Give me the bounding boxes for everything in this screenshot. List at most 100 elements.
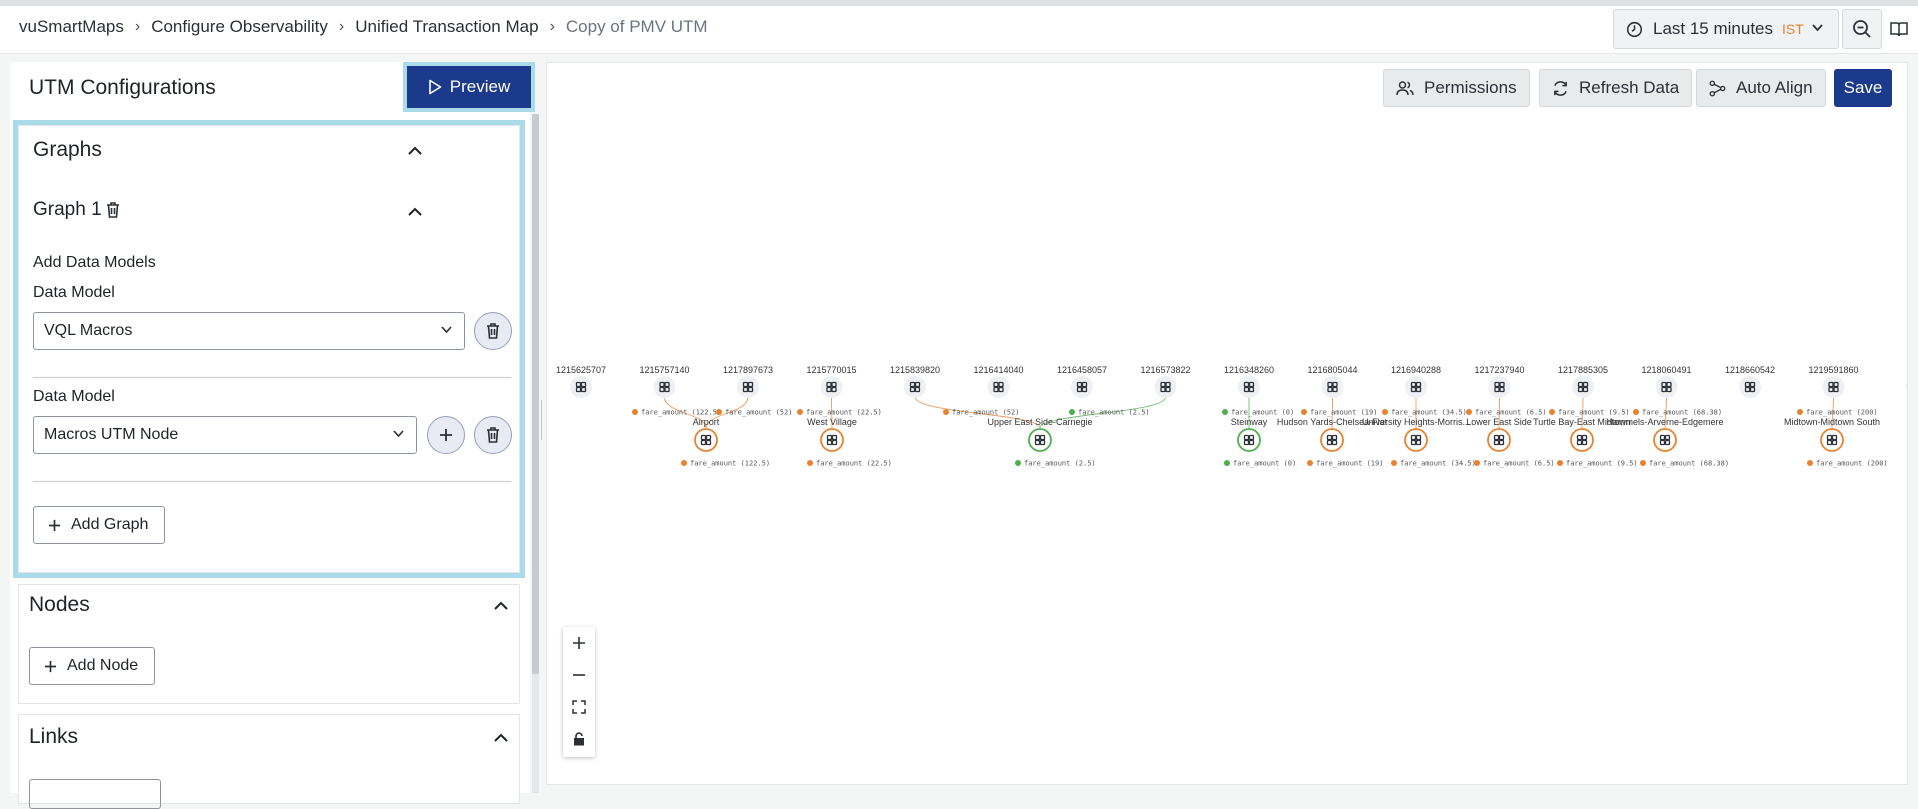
add-graph-label: Add Graph [71, 516, 149, 533]
grid-icon [1659, 434, 1671, 446]
trash-icon[interactable] [105, 201, 121, 219]
grid-icon [659, 381, 670, 393]
chevron-up-icon[interactable] [406, 142, 424, 160]
graph-edge [1581, 396, 1584, 429]
transaction-map-graph[interactable]: 1215625707 1215757140 1217897673 1215770015… [547, 63, 1908, 785]
fare-dot [1466, 409, 1472, 415]
fare-dot [1069, 409, 1075, 415]
book-icon[interactable] [1888, 18, 1910, 40]
refresh-data-button[interactable]: Refresh Data [1539, 69, 1693, 107]
minus-icon [573, 674, 585, 676]
node-id-label: 1216573822 [1140, 365, 1190, 375]
graph-node [1154, 376, 1177, 398]
grid-icon [1493, 434, 1505, 446]
node-name-label: Upper East Side-Carnegie [987, 417, 1092, 427]
node-name-label: Hudson Yards-Chelsea-Flat [1277, 417, 1388, 427]
node-id-label: 1218660542 [1725, 365, 1775, 375]
breadcrumb-current: Copy of PMV UTM [565, 17, 708, 36]
add-node-label: Add Node [67, 657, 139, 674]
breadcrumb-item-vusmartmaps[interactable]: vuSmartMaps [19, 17, 124, 36]
grid-icon [700, 434, 712, 446]
trash-icon [487, 427, 499, 443]
lock-button[interactable] [563, 723, 595, 755]
chevron-right-icon: › [134, 18, 141, 35]
fare-label: fare_amount (122.5) [690, 460, 770, 468]
graph-node [1739, 376, 1761, 398]
grid-icon [1076, 381, 1088, 393]
auto-align-label: Auto Align [1736, 78, 1813, 97]
graph-node [570, 376, 592, 398]
node-id-label: 1215625707 [556, 365, 606, 375]
fullscreen-icon [572, 700, 586, 714]
zoom-in-button[interactable] [563, 627, 595, 659]
fare-label: fare_amount (68.38) [1649, 460, 1729, 468]
graph-node [1572, 376, 1594, 398]
data-model-select-2[interactable]: Macros UTM Node [33, 416, 417, 454]
data-model-select-1[interactable]: VQL Macros [33, 312, 465, 350]
fare-dot [807, 460, 813, 466]
node-id-label: 1215839820 [890, 365, 940, 375]
play-icon [428, 79, 442, 95]
graph-node [653, 376, 676, 398]
chevron-up-icon[interactable] [492, 729, 510, 747]
grid-icon [1327, 381, 1338, 393]
top-bar: vuSmartMaps › Configure Observability › … [0, 0, 1918, 54]
preview-button[interactable]: Preview [407, 66, 531, 108]
panel-scrollbar-thumb[interactable] [532, 114, 539, 674]
graph-node [694, 428, 718, 452]
chevron-up-icon[interactable] [492, 597, 510, 615]
time-range-picker[interactable]: Last 15 minutes IST [1613, 9, 1839, 49]
utm-config-panel: UTM Configurations Preview Graphs Graph … [10, 62, 539, 809]
fare-label: fare_amount (52) [725, 409, 792, 417]
grid-icon [1576, 434, 1588, 446]
graph-node [904, 376, 926, 398]
graph-node [1071, 376, 1093, 398]
delete-data-model-button[interactable] [474, 312, 512, 350]
plus-icon [573, 637, 585, 649]
fare-dot [1549, 409, 1555, 415]
fare-label: fare_amount (0) [1233, 460, 1296, 468]
breadcrumb-item-unified-transaction-map[interactable]: Unified Transaction Map [355, 17, 539, 36]
data-model-value: VQL Macros [44, 322, 133, 339]
auto-align-button[interactable]: Auto Align [1696, 69, 1826, 107]
fare-label: fare_amount (2.5) [1078, 409, 1150, 417]
timezone-label: IST [1782, 21, 1804, 37]
links-section: Links [18, 714, 520, 809]
graph-node [1655, 376, 1678, 398]
preview-label: Preview [449, 77, 511, 96]
zoom-out-control-button[interactable] [563, 659, 595, 691]
graph-node [820, 376, 843, 398]
fare-label: fare_amount (19) [1310, 409, 1377, 417]
delete-data-model-button[interactable] [474, 416, 512, 454]
grid-icon [1243, 434, 1255, 446]
grid-icon [1826, 434, 1838, 446]
permissions-button[interactable]: Permissions [1383, 69, 1530, 107]
data-model-value: Macros UTM Node [44, 426, 179, 443]
fit-view-button[interactable] [563, 691, 595, 723]
fare-dot [1307, 460, 1313, 466]
graphs-section: Graphs Graph 1 Add Data Models Data Mode… [13, 120, 525, 578]
refresh-data-label: Refresh Data [1579, 78, 1680, 97]
graph-edge [1664, 396, 1667, 429]
add-data-model-button[interactable] [427, 416, 465, 454]
breadcrumb-item-configure-observability[interactable]: Configure Observability [151, 17, 328, 36]
node-id-label: 1217885305 [1558, 365, 1608, 375]
add-graph-button[interactable]: Add Graph [33, 506, 166, 544]
grid-icon [1577, 381, 1589, 393]
node-id-label: 1217897673 [723, 365, 773, 375]
panel-resize-handle[interactable] [538, 400, 542, 440]
node-name-label: Hammels-Arverne-Edgemere [1606, 417, 1723, 427]
save-button[interactable]: Save [1834, 69, 1892, 107]
zoom-out-button[interactable] [1842, 9, 1882, 49]
add-node-button[interactable]: Add Node [29, 647, 156, 685]
chevron-up-icon[interactable] [406, 203, 424, 221]
chevron-right-icon: › [549, 18, 555, 35]
graph-canvas[interactable]: Permissions Refresh Data Auto Align Save… [546, 62, 1908, 785]
graph-edge [1331, 396, 1333, 429]
graph-node [1321, 376, 1344, 398]
fare-label: fare_amount (34.5) [1391, 409, 1467, 417]
add-link-button[interactable] [29, 779, 161, 809]
graph-node [1822, 376, 1845, 398]
chevron-down-icon [393, 430, 404, 438]
plus-icon [44, 660, 57, 672]
